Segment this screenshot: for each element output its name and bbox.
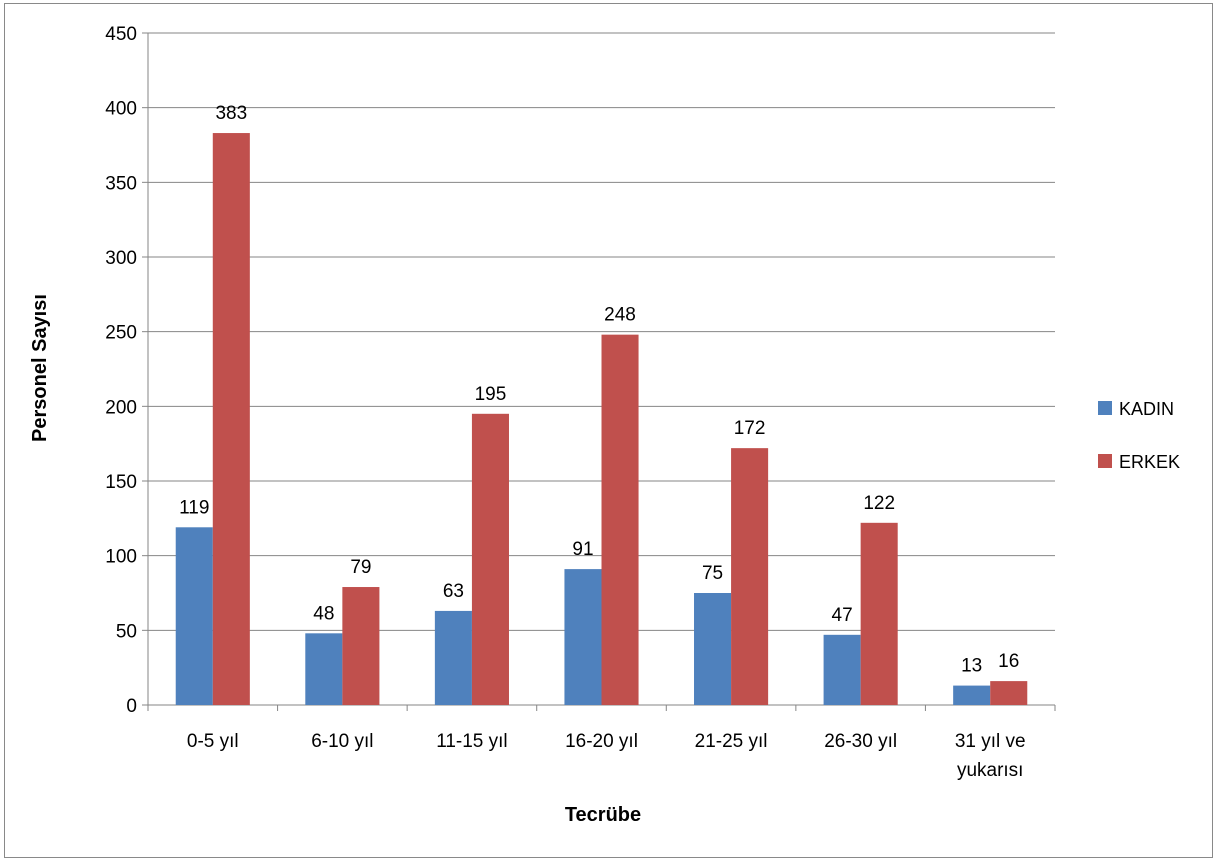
y-axis-title: Personel Sayısı	[29, 294, 51, 442]
x-axis-title: Tecrübe	[565, 804, 641, 826]
y-tick-label: 200	[105, 397, 137, 418]
data-labels: 119 48 63 91 75 47 13 383 79 195 248 172 122 16	[179, 103, 1019, 677]
data-label: 79	[350, 557, 371, 578]
bar-erkek	[212, 133, 250, 705]
bar-erkek	[990, 681, 1028, 705]
y-tick-label: 300	[105, 248, 137, 269]
x-tick-label: 21-25 yıl	[695, 731, 768, 752]
y-tick-label: 350	[105, 173, 137, 194]
x-tick-label: 26-30 yıl	[824, 731, 897, 752]
gridlines	[148, 32, 1055, 631]
data-label: 119	[179, 497, 209, 518]
data-label: 48	[313, 603, 334, 624]
bar-erkek	[860, 522, 898, 705]
data-label: 63	[443, 581, 464, 602]
bar-erkek	[601, 334, 639, 705]
bar-kadin	[694, 593, 732, 705]
bar-erkek	[471, 413, 509, 705]
bar-kadin	[564, 569, 602, 705]
data-label: 16	[998, 651, 1019, 672]
x-tick-label: 11-15 yıl	[436, 731, 507, 752]
bar-erkek	[342, 587, 380, 705]
data-label: 13	[961, 656, 982, 677]
data-label: 75	[702, 563, 723, 584]
legend-label-erkek: ERKEK	[1119, 452, 1180, 472]
data-label: 122	[863, 493, 895, 514]
bars	[175, 133, 1028, 705]
legend-swatch-kadin	[1098, 401, 1112, 415]
x-tick-label: 0-5 yıl	[187, 731, 239, 752]
y-tick-label: 250	[105, 323, 137, 344]
bar-kadin	[175, 527, 213, 705]
data-label: 248	[604, 305, 636, 326]
data-label: 172	[734, 418, 766, 439]
y-tick-label: 400	[105, 99, 137, 120]
x-tick-label: 31 yıl ve	[955, 731, 1026, 752]
data-label: 383	[215, 103, 247, 124]
data-label: 195	[475, 384, 507, 405]
bar-kadin	[305, 633, 343, 705]
y-tick-label: 450	[105, 24, 137, 45]
legend-swatch-erkek	[1098, 454, 1112, 468]
legend: KADIN ERKEK	[1098, 399, 1180, 472]
y-tick-label: 0	[126, 696, 137, 717]
data-label: 47	[832, 605, 853, 626]
tick-labels: 0 50 100 150 200 250 300 350 400 450 0-5 yıl 6-10 y…	[105, 24, 1025, 781]
bar-erkek	[731, 448, 769, 705]
bar-kadin	[823, 634, 861, 705]
x-tick-label: yukarısı	[957, 760, 1024, 781]
x-tick-label: 16-20 yıl	[565, 731, 638, 752]
y-tick-label: 150	[105, 472, 137, 493]
data-label: 91	[572, 539, 593, 560]
y-tick-label: 100	[105, 547, 137, 568]
x-tick-label: 6-10 yıl	[311, 731, 373, 752]
y-tick-label: 50	[116, 621, 137, 642]
legend-label-kadin: KADIN	[1119, 399, 1174, 419]
bar-kadin	[953, 685, 991, 705]
bar-kadin	[434, 610, 472, 705]
